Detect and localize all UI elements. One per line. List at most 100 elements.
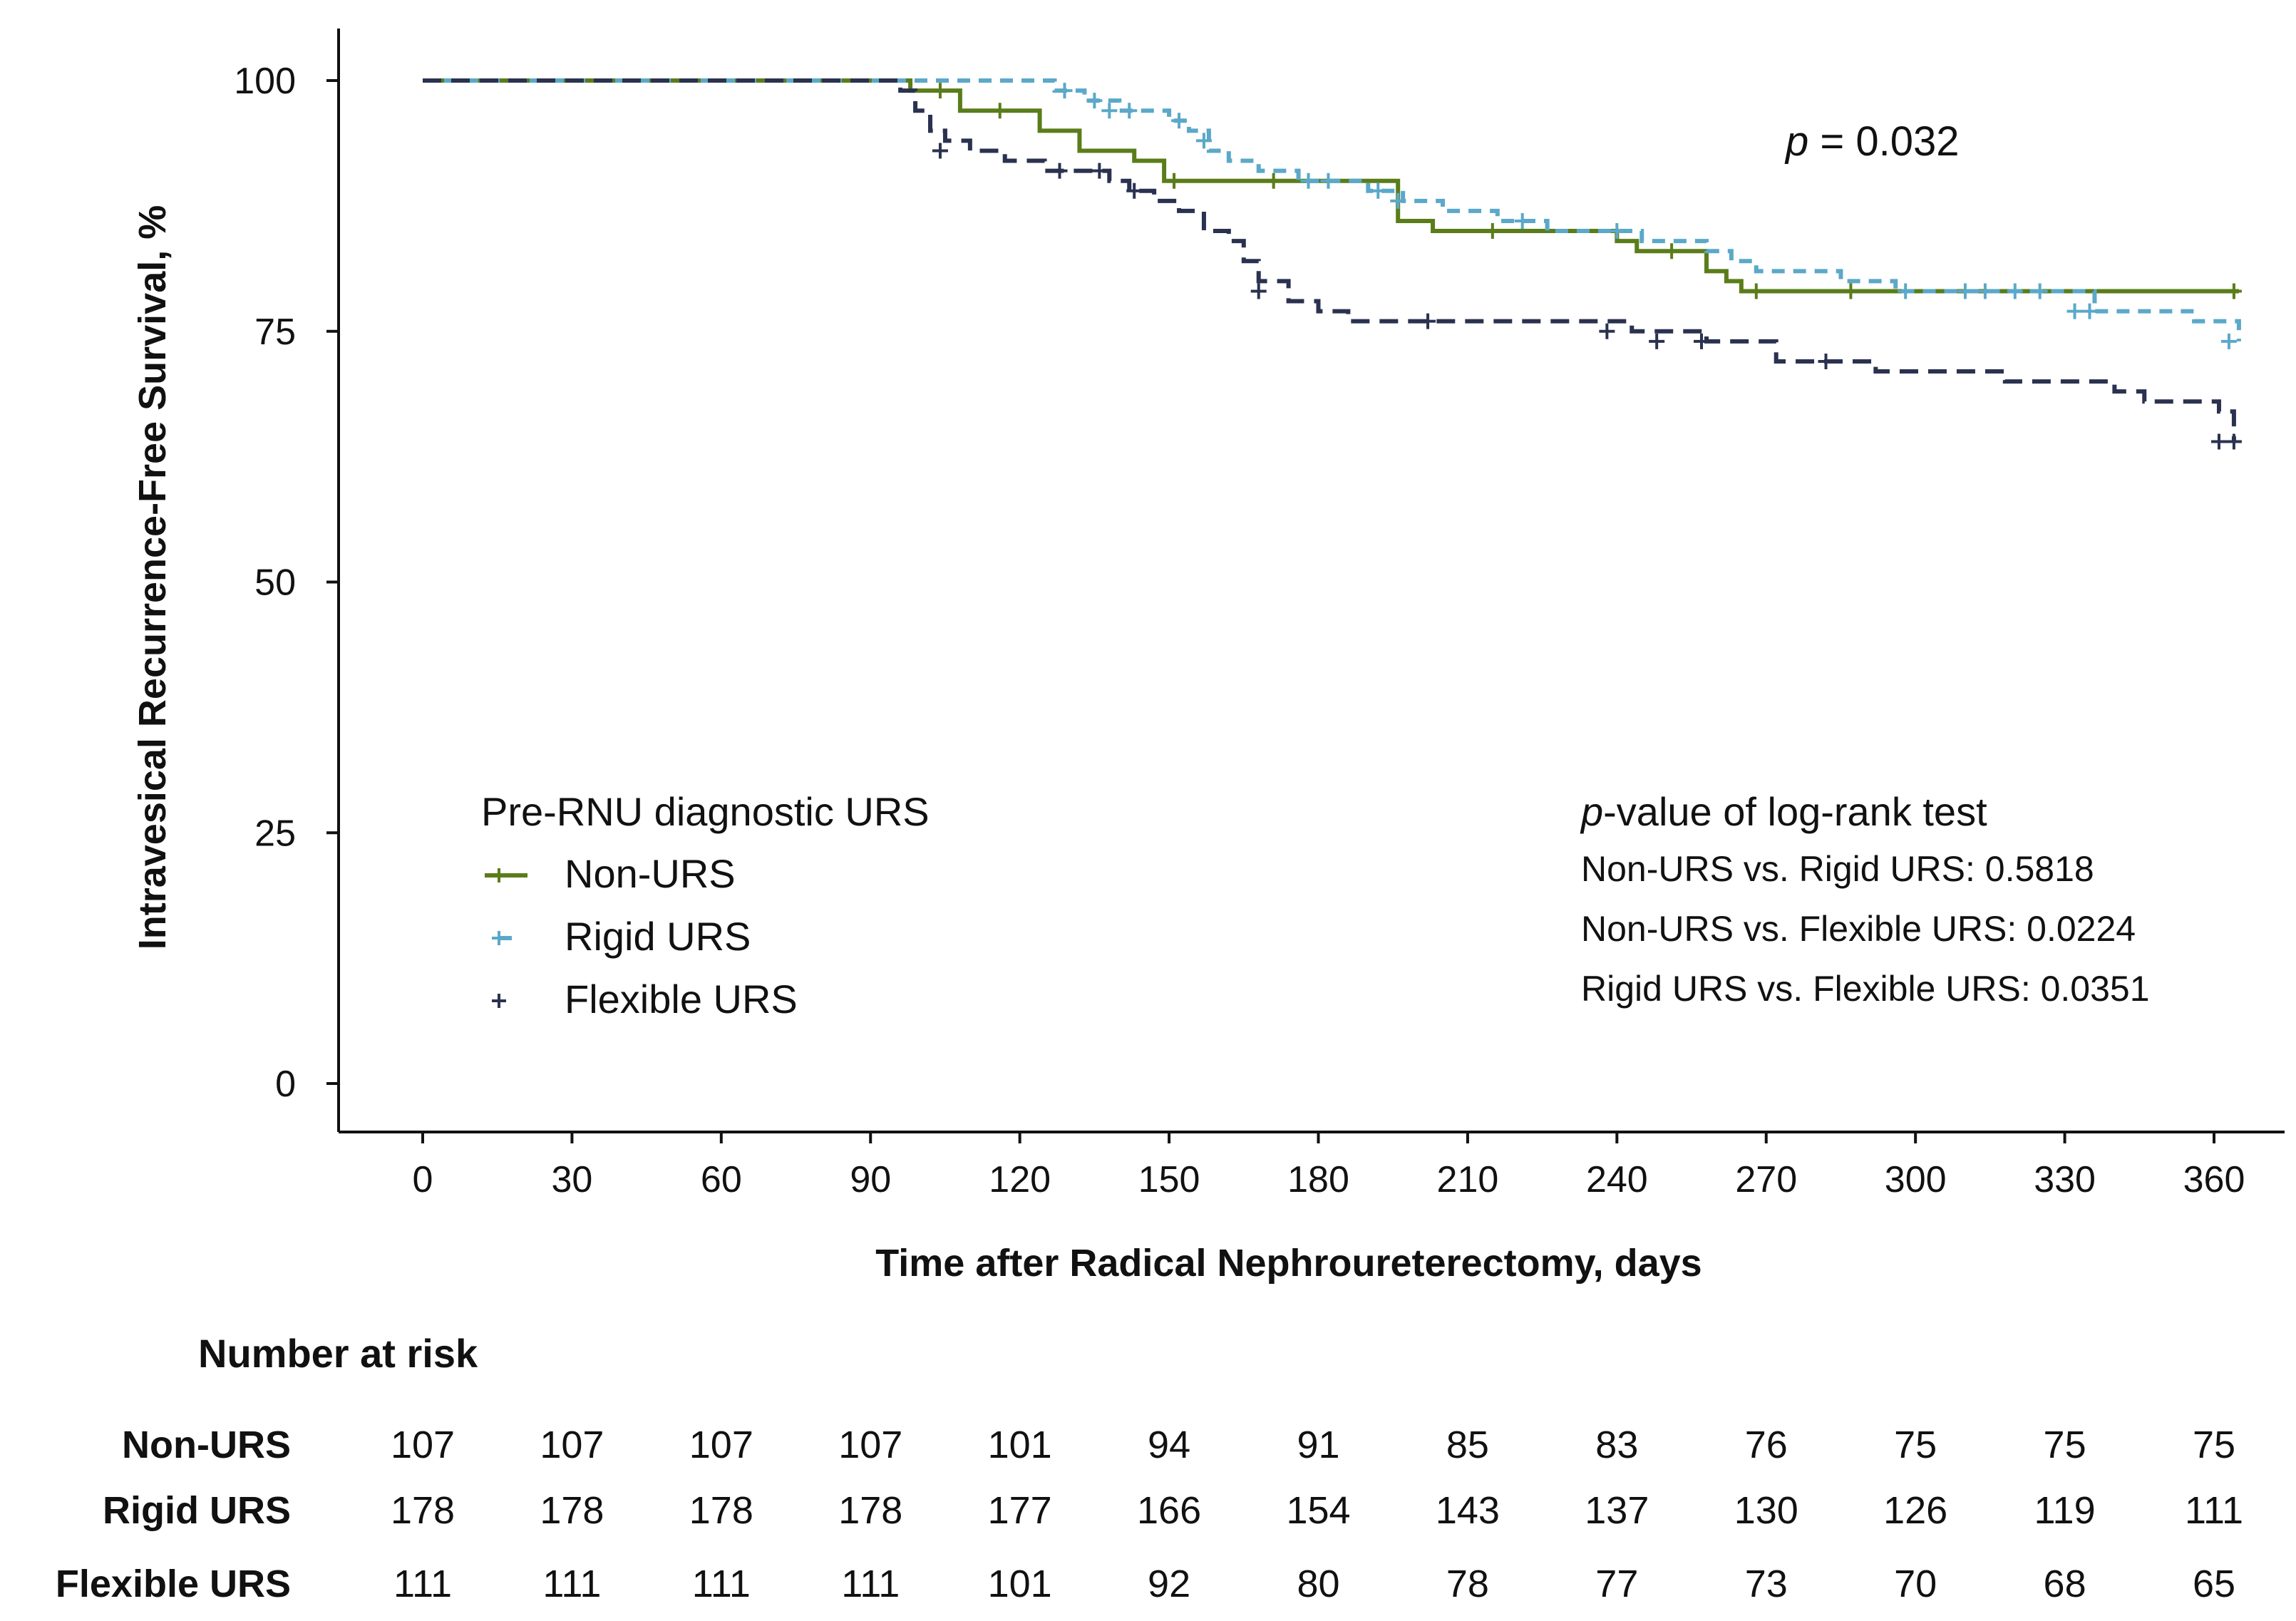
risk-cell: 107: [838, 1424, 902, 1466]
risk-cell: 178: [838, 1489, 902, 1532]
censor-mark-flexible-urs: [1051, 163, 1068, 179]
legend-items: Non-URS Rigid URS Flexible URS: [485, 851, 798, 1022]
curve-non-urs: [423, 78, 2239, 294]
censor-mark-rigid-urs: [1320, 173, 1337, 189]
risk-cell: 107: [689, 1424, 753, 1466]
censor-mark-flexible-urs: [1250, 283, 1267, 299]
x-tick-label: 270: [1735, 1159, 1797, 1200]
risk-cell: 130: [1734, 1489, 1798, 1532]
risk-cell: 85: [1446, 1424, 1489, 1466]
censor-mark-rigid-urs: [1300, 173, 1317, 189]
risk-cell: 111: [393, 1563, 452, 1605]
censor-mark-flexible-urs: [1599, 323, 1615, 339]
risk-cell: 177: [988, 1489, 1052, 1532]
risk-rows: Non-URS 107 107 107 107 101 94 91 85 83 76 75 75 75 Ri…: [56, 1424, 2243, 1605]
legend-label: Non-URS: [565, 851, 736, 896]
risk-cell: 154: [1286, 1489, 1350, 1532]
risk-cell: 111: [692, 1563, 751, 1605]
pvalue-title: p-value of log-rank test: [1580, 789, 1987, 834]
survival-curves: [423, 78, 2242, 450]
x-tick-label: 180: [1287, 1159, 1349, 1200]
risk-row-label: Flexible URS: [56, 1563, 291, 1605]
censor-mark-rigid-urs: [1514, 212, 1530, 229]
risk-cell: 78: [1446, 1563, 1489, 1605]
x-tick-label: 240: [1586, 1159, 1648, 1200]
pvalue-box: p-value of log-rank test Non-URS vs. Rig…: [1580, 789, 2150, 1009]
censor-mark-rigid-urs: [1898, 283, 1914, 299]
censor-mark-non-urs: [1166, 173, 1183, 189]
risk-cell: 111: [841, 1563, 900, 1605]
y-tick-label: 50: [254, 562, 296, 604]
censor-mark-rigid-urs: [2220, 333, 2237, 349]
risk-cell: 101: [988, 1424, 1052, 1466]
legend-censor-mark: [492, 994, 506, 1008]
censor-mark-flexible-urs: [1420, 313, 1436, 329]
censor-mark-non-urs: [1843, 283, 1859, 299]
risk-cell: 65: [2193, 1563, 2235, 1605]
y-tick-label: 100: [234, 61, 296, 102]
x-tick-label: 210: [1437, 1159, 1499, 1200]
censor-mark-flexible-urs: [932, 143, 948, 159]
x-tick-label: 330: [2034, 1159, 2096, 1200]
censor-mark-non-urs: [1265, 173, 1282, 189]
pvalue-line: Rigid URS vs. Flexible URS: 0.0351: [1581, 969, 2150, 1009]
curve-rigid-urs: [423, 78, 2241, 341]
censor-mark-rigid-urs: [1171, 113, 1188, 129]
x-tick-label: 90: [850, 1159, 891, 1200]
legend: Pre-RNU diagnostic URS Non-URS Rigid URS F…: [481, 789, 930, 1022]
y-tick-label: 0: [275, 1064, 296, 1105]
censor-mark-rigid-urs: [2066, 303, 2083, 319]
legend-censor-mark: [492, 931, 506, 945]
risk-row-rigid-urs: Rigid URS 178 178 178 178 177 166 154 143 137 130 1…: [103, 1489, 2243, 1532]
censor-mark-non-urs: [992, 103, 1008, 119]
curve-flexible-urs: [423, 78, 2236, 442]
censor-mark-flexible-urs: [1126, 182, 1143, 199]
risk-cell: 111: [2185, 1489, 2243, 1532]
risk-cell: 137: [1585, 1489, 1649, 1532]
legend-item-rigid-urs: Rigid URS: [492, 914, 751, 959]
censor-mark-non-urs: [932, 83, 948, 99]
risk-row-flexible-urs: Flexible URS 111 111 111 111 101 92 80 78 77 73 70 6…: [56, 1563, 2235, 1605]
risk-cell: 70: [1894, 1563, 1937, 1605]
censor-mark-rigid-urs: [1977, 283, 1993, 299]
legend-censor-mark: [492, 868, 506, 882]
censor-mark-rigid-urs: [1609, 223, 1625, 240]
censor-mark-flexible-urs: [1818, 353, 1834, 369]
x-ticks: 0 30 60 90 120 150 180 210 240 270 300 330 360: [413, 1132, 2245, 1200]
legend-item-non-urs: Non-URS: [485, 851, 736, 896]
x-tick-label: 30: [551, 1159, 592, 1200]
risk-cell: 166: [1137, 1489, 1201, 1532]
censor-mark-rigid-urs: [1056, 83, 1073, 99]
y-tick-label: 25: [254, 813, 296, 854]
risk-cell: 94: [1148, 1424, 1190, 1466]
p-value-annotation: p = 0.032: [1784, 118, 1960, 165]
legend-title: Pre-RNU diagnostic URS: [481, 789, 930, 834]
axes: 0 25 50 75 100 0 30 60 90 120 150 180 210 240 270 300 3…: [234, 29, 2285, 1200]
p-italic: p: [1784, 118, 1808, 165]
x-tick-label: 120: [989, 1159, 1051, 1200]
censor-mark-rigid-urs: [1390, 192, 1406, 209]
risk-cell: 75: [2044, 1424, 2086, 1466]
censor-mark-rigid-urs: [1121, 103, 1138, 119]
censor-mark-rigid-urs: [1957, 283, 1973, 299]
risk-table-title: Number at risk: [198, 1331, 478, 1376]
pvalue-line: Non-URS vs. Rigid URS: 0.5818: [1581, 849, 2094, 889]
risk-cell: 101: [988, 1563, 1052, 1605]
x-tick-label: 150: [1138, 1159, 1200, 1200]
risk-cell: 92: [1148, 1563, 1190, 1605]
y-axis-title: Intravesical Recurrence-Free Survival, %: [131, 205, 174, 950]
censor-mark-flexible-urs: [2225, 433, 2242, 450]
legend-item-flexible-urs: Flexible URS: [492, 977, 798, 1022]
censor-mark-rigid-urs: [1195, 133, 1212, 149]
risk-cell: 107: [391, 1424, 455, 1466]
risk-cell: 178: [689, 1489, 753, 1532]
risk-cell: 75: [1894, 1424, 1937, 1466]
risk-cell: 68: [2044, 1563, 2086, 1605]
risk-cell: 119: [2034, 1489, 2096, 1532]
risk-cell: 91: [1297, 1424, 1339, 1466]
censor-mark-non-urs: [1748, 283, 1764, 299]
risk-row-non-urs: Non-URS 107 107 107 107 101 94 91 85 83 76 75 75 75: [122, 1424, 2235, 1466]
risk-row-label: Non-URS: [122, 1424, 291, 1466]
x-tick-label: 360: [2183, 1159, 2245, 1200]
censor-mark-flexible-urs: [1649, 333, 1665, 349]
